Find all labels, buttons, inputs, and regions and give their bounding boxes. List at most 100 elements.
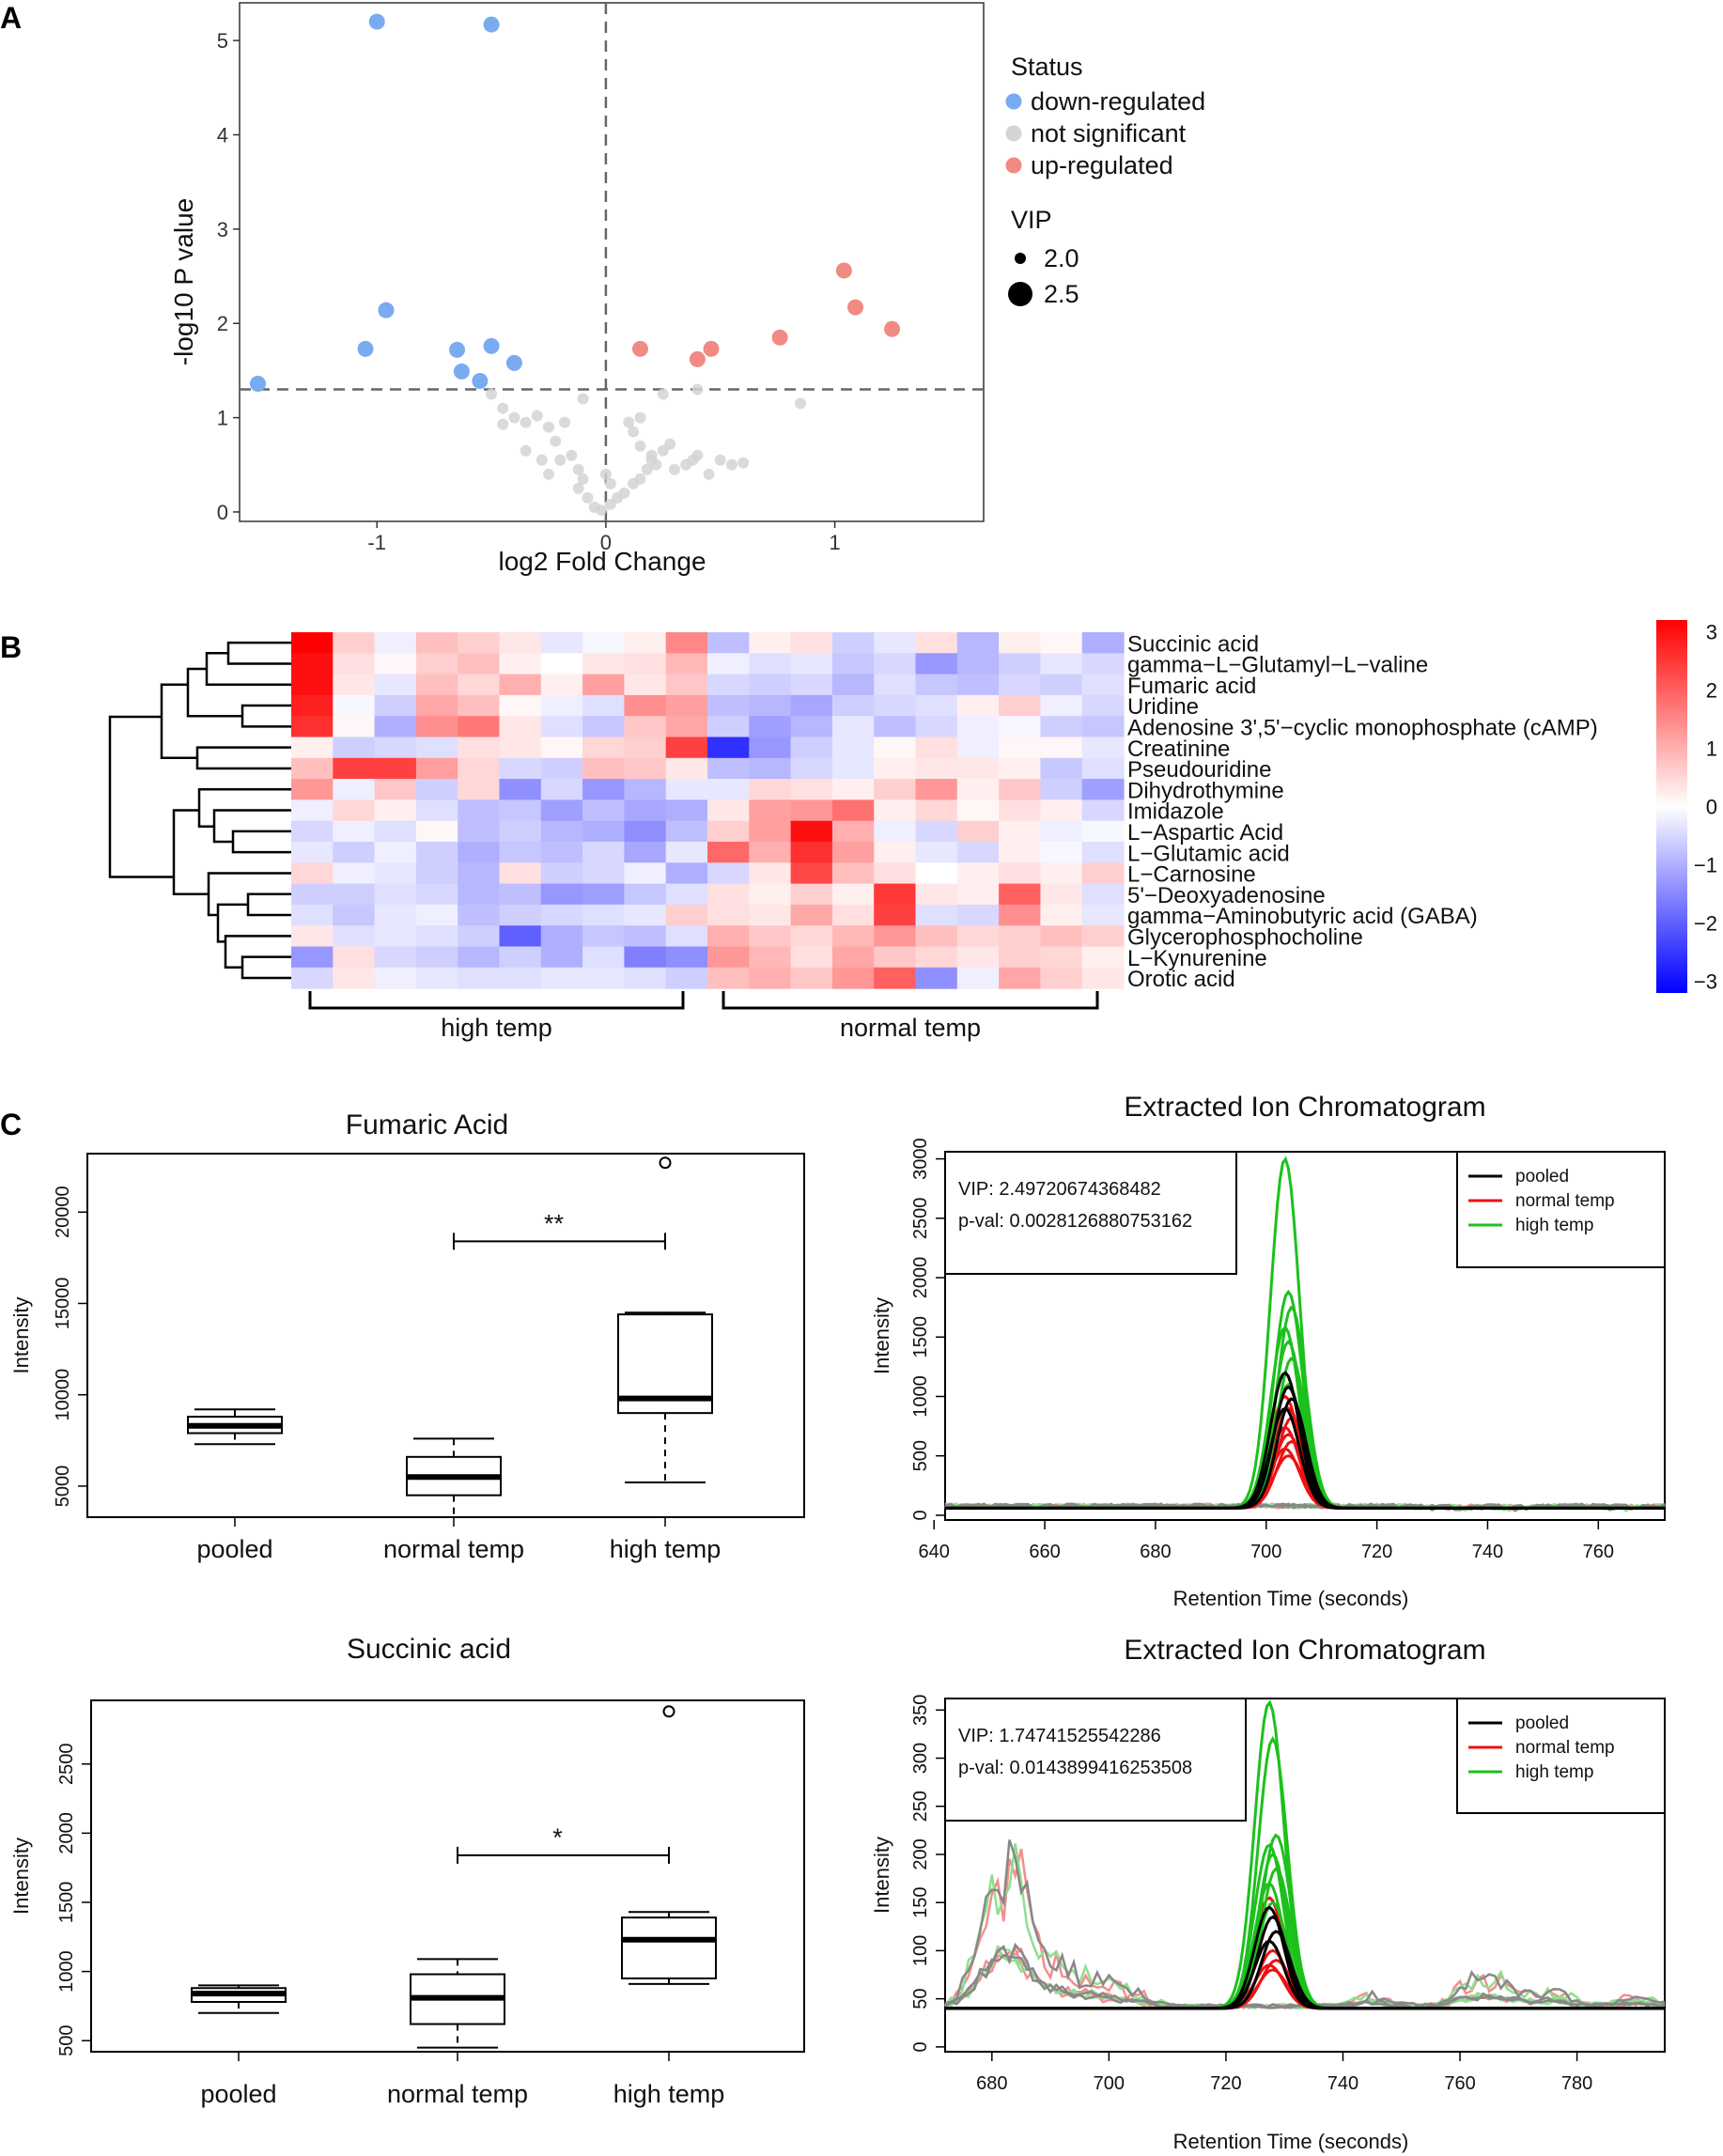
heatmap-cell: [915, 799, 958, 822]
legend-status-swatch: [1005, 93, 1022, 110]
heatmap-cell: [415, 946, 458, 969]
heatmap-cell: [624, 904, 667, 926]
y-tick-label: 250: [910, 1791, 931, 1822]
heatmap-cell: [956, 737, 1000, 759]
heatmap-cell: [540, 757, 583, 780]
legend-label: pooled: [1515, 1714, 1569, 1733]
heatmap-cell: [415, 842, 458, 863]
data-point: [691, 449, 704, 461]
heatmap-cell: [1081, 757, 1125, 780]
heatmap-cell: [624, 883, 667, 906]
heatmap-row-label: Dihydrothymine: [1127, 778, 1284, 803]
heatmap-cell: [333, 842, 376, 863]
colorbar-tick-label: 0: [1706, 796, 1717, 819]
heatmap-cell: [999, 883, 1041, 906]
heatmap-row-label: Succinic acid: [1127, 631, 1259, 657]
heatmap-cell: [790, 694, 833, 717]
dendrogram-branch: [195, 746, 291, 770]
heatmap-cell: [749, 632, 792, 654]
heatmap-cell: [499, 842, 542, 863]
dendrogram-branch: [231, 830, 291, 854]
heatmap-cell: [1040, 694, 1083, 717]
legend-status-label: up-regulated: [1031, 151, 1173, 179]
data-point: [577, 473, 589, 485]
heatmap-cell: [333, 716, 376, 738]
vip-text: VIP: 2.49720674368482: [958, 1179, 1161, 1200]
category-label: pooled: [196, 1535, 272, 1563]
legend-status-title: Status: [1011, 53, 1083, 81]
heatmap-cell: [499, 925, 542, 948]
legend-box: [1456, 1151, 1666, 1268]
group-label: normal temp: [840, 1014, 981, 1042]
heatmap-cell: [790, 674, 833, 696]
dendrogram-branch: [216, 903, 248, 943]
heatmap-cell: [874, 904, 917, 926]
heatmap-cell: [956, 799, 1000, 822]
heatmap-cell: [665, 925, 708, 948]
data-point: [669, 463, 681, 475]
stats-box: [944, 1698, 1247, 1822]
plot-frame: [90, 1699, 805, 2053]
heatmap-cell: [874, 653, 917, 675]
legend-status-label: down-regulated: [1031, 87, 1205, 116]
heatmap-cell: [1040, 862, 1083, 885]
heatmap-cell: [665, 716, 708, 738]
heatmap-cell: [665, 946, 708, 969]
y-tick-label: 2500: [56, 1743, 77, 1785]
heatmap-cell: [374, 737, 417, 759]
plot-frame: [944, 1698, 1666, 2053]
heatmap-cell: [333, 925, 376, 948]
heatmap-cell: [1081, 946, 1125, 969]
y-tick-label: 500: [56, 2025, 77, 2056]
heatmap-cell: [749, 883, 792, 906]
heatmap-cell: [374, 862, 417, 885]
heatmap-cell: [999, 653, 1041, 675]
dendrogram-branch: [172, 809, 209, 895]
dendrogram-branch: [212, 809, 291, 844]
data-point: [641, 463, 653, 475]
heatmap-cell: [999, 842, 1041, 863]
data-point: [472, 372, 489, 389]
heatmap-cell: [999, 904, 1041, 926]
heatmap-cell: [458, 674, 501, 696]
colorbar-tick-label: 2: [1706, 678, 1717, 702]
heatmap-cell: [831, 925, 875, 948]
y-tick-label: 1500: [56, 1882, 77, 1924]
heatmap-cell: [1040, 842, 1083, 863]
outlier-point: [662, 1705, 675, 1718]
heatmap-cell: [415, 674, 458, 696]
group-bracket: [722, 991, 1099, 1010]
dendrogram-branch: [205, 652, 291, 686]
heatmap-cell: [374, 842, 417, 863]
heatmap-cell: [749, 925, 792, 948]
heatmap-cell: [749, 862, 792, 885]
y-tick-label: 50: [910, 1989, 931, 2009]
heatmap-cell: [291, 653, 334, 675]
heatmap-cell: [458, 820, 501, 843]
heatmap-cell: [374, 967, 417, 989]
heatmap-cell: [624, 716, 667, 738]
heatmap-cell: [956, 862, 1000, 885]
heatmap-cell: [831, 799, 875, 822]
x-tick-label: 680: [1140, 1542, 1171, 1562]
x-tick-label: 720: [1210, 2073, 1241, 2094]
legend-status-swatch: [1005, 157, 1022, 174]
heatmap-cell: [582, 862, 625, 885]
heatmap-cell: [665, 632, 708, 654]
heatmap-cell: [624, 632, 667, 654]
heatmap-cell: [1081, 779, 1125, 800]
data-point: [703, 340, 720, 357]
outlier-point: [659, 1156, 672, 1170]
heatmap-cell: [874, 946, 917, 969]
heatmap-cell: [749, 653, 792, 675]
heatmap-cell: [915, 653, 958, 675]
plot-frame: [239, 2, 985, 522]
heatmap-cell: [582, 694, 625, 717]
heatmap-cell: [831, 779, 875, 800]
y-axis-label: Intensity: [9, 1297, 33, 1374]
heatmap-cell: [956, 632, 1000, 654]
heatmap-cell: [874, 674, 917, 696]
heatmap-row-label: L−Glutamic acid: [1127, 841, 1290, 866]
heatmap-cell: [540, 842, 583, 863]
